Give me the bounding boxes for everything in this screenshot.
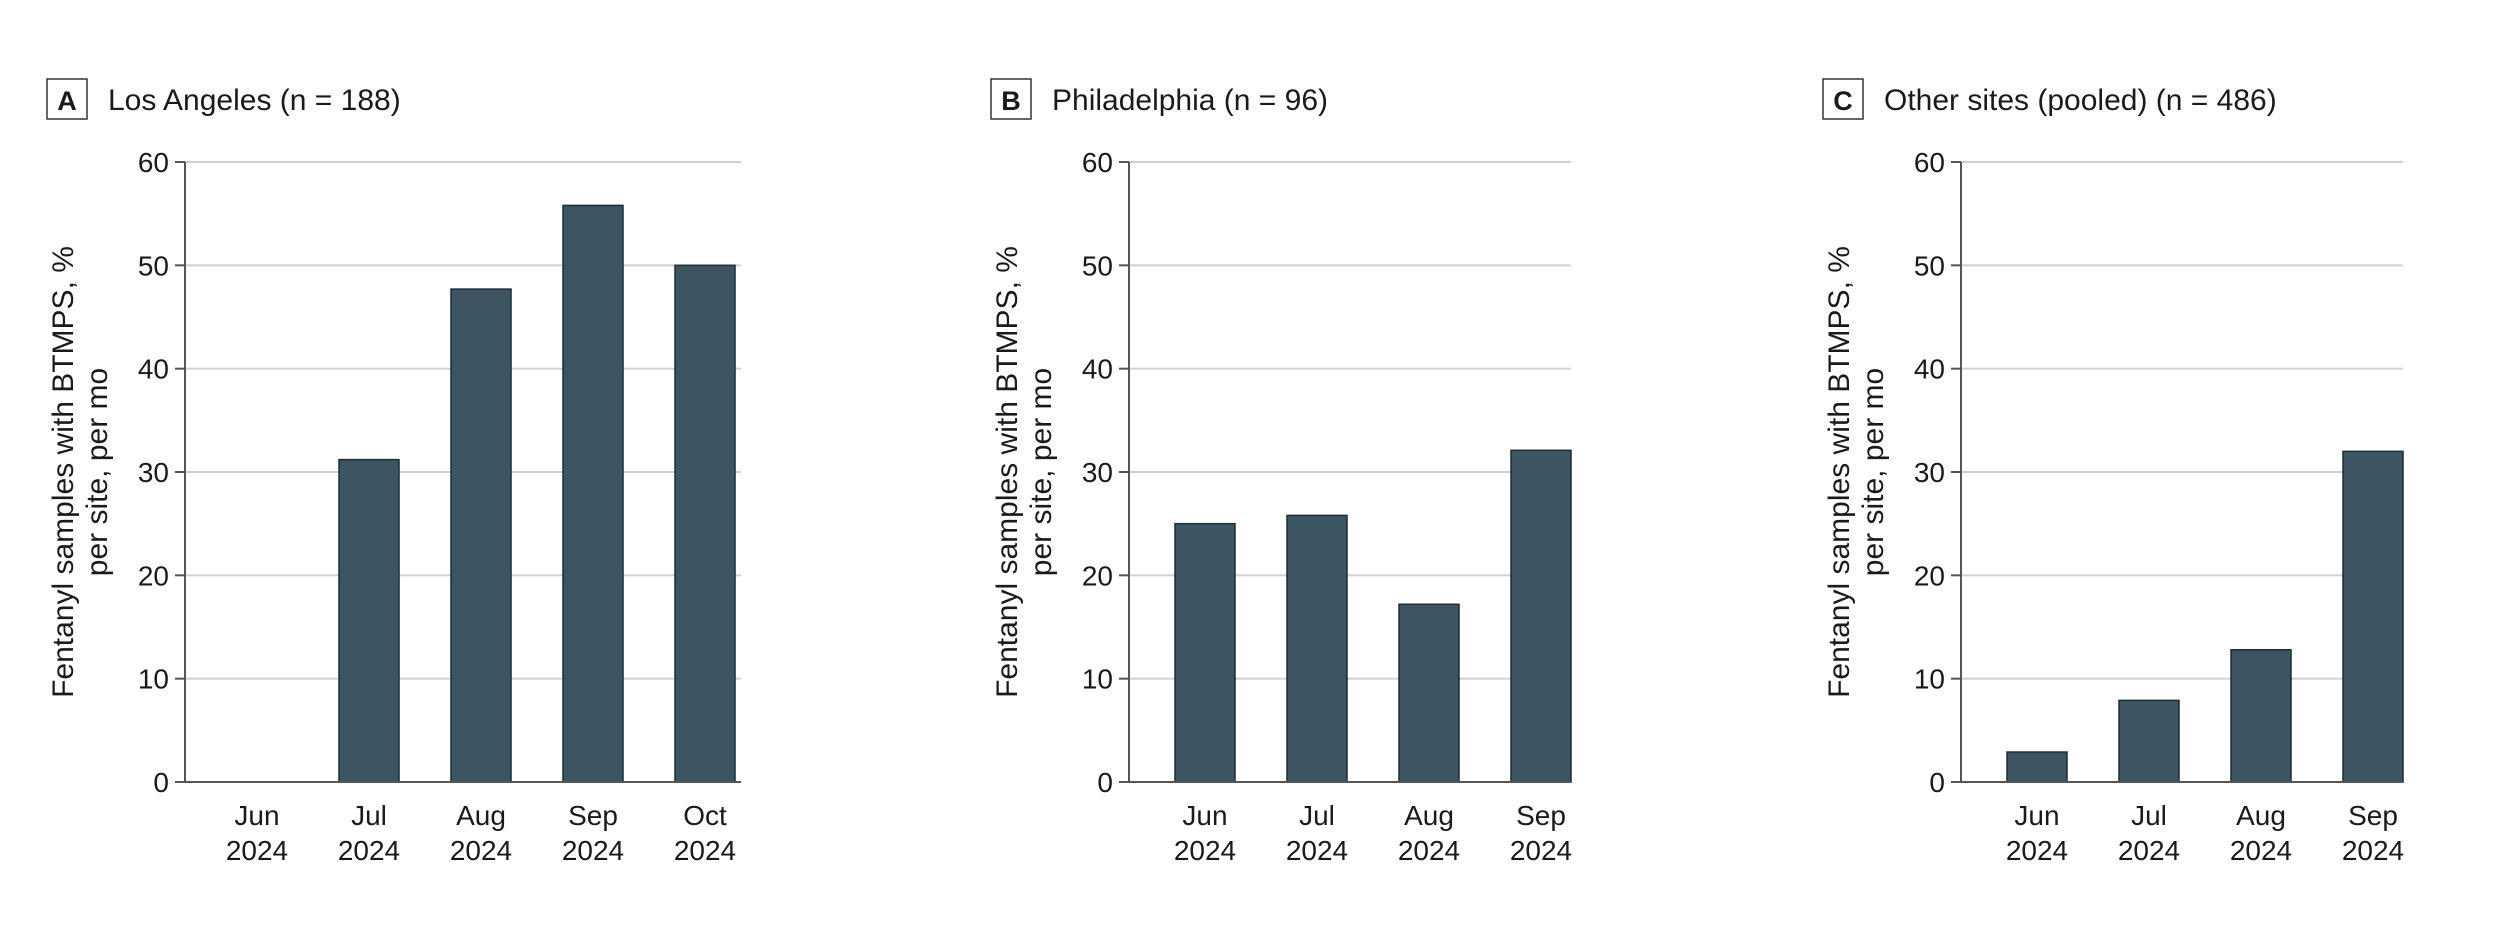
panel-letter-box	[990, 78, 1032, 120]
x-tick-label-month: Jun	[234, 800, 279, 831]
x-tick-label-month: Aug	[1404, 800, 1454, 831]
bar	[562, 204, 624, 783]
y-tick-label: 30	[138, 457, 169, 488]
bar	[674, 264, 736, 783]
bar	[1510, 449, 1572, 783]
panel-b: B Philadelphia (n = 96) 0 10 20 30 40 50 60 Jun 20…	[990, 78, 1572, 866]
panel-title: Philadelphia (n = 96)	[1052, 84, 1328, 117]
y-axis-title-line: Fentanyl samples with BTMPS, %	[991, 246, 1024, 698]
x-tick-label-year: 2024	[2118, 835, 2180, 866]
x-tick-label-month: Oct	[683, 800, 727, 831]
y-tick-label: 10	[1914, 664, 1945, 695]
y-tick-label: 60	[138, 147, 169, 178]
x-tick-label-year: 2024	[450, 835, 512, 866]
x-tick-label-month: Jul	[1299, 800, 1335, 831]
y-axis-title: Fentanyl samples with BTMPS, %per site, …	[47, 246, 114, 698]
y-tick-label: 10	[138, 664, 169, 695]
panel-c: C Other sites (pooled) (n = 486) 0 10 20 30 40…	[1822, 78, 2404, 866]
y-tick-label: 40	[1914, 354, 1945, 385]
x-tick-label-month: Sep	[1516, 800, 1566, 831]
x-tick-label-year: 2024	[674, 835, 736, 866]
x-tick-label-year: 2024	[1174, 835, 1236, 866]
y-tick-label: 60	[1082, 147, 1113, 178]
bar	[2342, 450, 2404, 783]
x-tick-label-year: 2024	[2342, 835, 2404, 866]
bar	[450, 288, 512, 783]
bar	[1398, 603, 1460, 783]
panel-letter-box	[46, 78, 88, 120]
y-tick-label: 0	[153, 767, 169, 798]
y-axis-title-line: per site, per mo	[81, 368, 114, 576]
x-tick-label-month: Aug	[2236, 800, 2286, 831]
x-tick-label-year: 2024	[562, 835, 624, 866]
bar	[338, 458, 400, 783]
y-tick-label: 0	[1097, 767, 1113, 798]
y-axis-title-line: per site, per mo	[1025, 368, 1058, 576]
panel-letter: C	[1833, 86, 1853, 116]
bar	[1174, 522, 1236, 783]
x-tick-label-month: Jul	[351, 800, 387, 831]
y-tick-label: 50	[1082, 250, 1113, 281]
y-axis-title: Fentanyl samples with BTMPS, %per site, …	[991, 246, 1058, 698]
panel-letter-box	[1822, 78, 1864, 120]
x-tick-label-month: Jul	[2131, 800, 2167, 831]
y-tick-label: 40	[138, 354, 169, 385]
y-axis-title-line: Fentanyl samples with BTMPS, %	[47, 246, 80, 698]
x-tick-label-month: Jun	[2014, 800, 2059, 831]
x-tick-label-month: Aug	[456, 800, 506, 831]
y-tick-label: 0	[1929, 767, 1945, 798]
x-tick-label-year: 2024	[2006, 835, 2068, 866]
y-tick-label: 40	[1082, 354, 1113, 385]
x-tick-label-year: 2024	[2230, 835, 2292, 866]
y-tick-label: 60	[1914, 147, 1945, 178]
x-tick-label-year: 2024	[226, 835, 288, 866]
x-tick-label-year: 2024	[1510, 835, 1572, 866]
bar	[2118, 699, 2180, 783]
y-tick-label: 30	[1914, 457, 1945, 488]
x-tick-label-month: Sep	[2348, 800, 2398, 831]
y-tick-label: 30	[1082, 457, 1113, 488]
panel-letter: B	[1001, 86, 1021, 116]
y-axis-title-line: per site, per mo	[1857, 368, 1890, 576]
bar	[1286, 514, 1348, 783]
panel-a: A Los Angeles (n = 188) 0 10 20 30 40 50 60 Jun 20…	[46, 78, 741, 866]
y-tick-label: 20	[1082, 560, 1113, 591]
y-axis-title-line: Fentanyl samples with BTMPS, %	[1823, 246, 1856, 698]
bar	[2230, 648, 2292, 783]
y-tick-label: 10	[1082, 664, 1113, 695]
panel-letter: A	[57, 86, 77, 116]
x-tick-label-year: 2024	[1398, 835, 1460, 866]
y-axis-title: Fentanyl samples with BTMPS, %per site, …	[1823, 246, 1890, 698]
x-tick-label-month: Jun	[1182, 800, 1227, 831]
panel-title: Other sites (pooled) (n = 486)	[1884, 84, 2277, 117]
x-tick-label-year: 2024	[338, 835, 400, 866]
y-tick-label: 50	[138, 250, 169, 281]
x-tick-label-month: Sep	[568, 800, 618, 831]
y-tick-label: 20	[1914, 560, 1945, 591]
x-tick-label-year: 2024	[1286, 835, 1348, 866]
y-tick-label: 20	[138, 560, 169, 591]
y-tick-label: 50	[1914, 250, 1945, 281]
panel-title: Los Angeles (n = 188)	[108, 84, 401, 117]
bar	[2006, 751, 2068, 783]
